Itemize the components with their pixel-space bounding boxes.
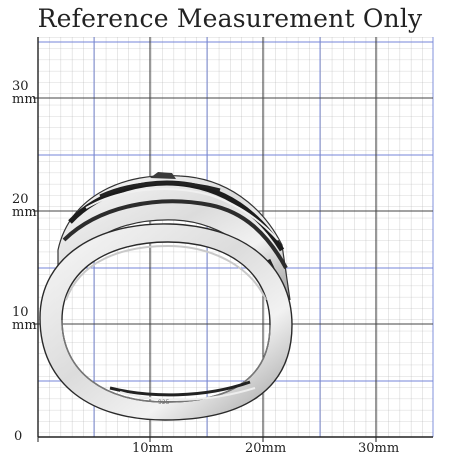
x-label-30mm: 30mm — [358, 441, 400, 456]
y-label-30: 30 mm — [12, 79, 37, 107]
ring-image: 925 — [39, 172, 293, 421]
ring-engraving: 925 — [158, 399, 170, 406]
y-label-20: 20 mm — [12, 192, 37, 220]
x-label-20mm: 20mm — [245, 441, 287, 456]
y-label-0: 0 — [14, 429, 23, 444]
y-label-10: 10 mm — [12, 305, 37, 333]
x-label-10mm: 10mm — [132, 441, 174, 456]
page-title: Reference Measurement Only — [37, 4, 423, 33]
